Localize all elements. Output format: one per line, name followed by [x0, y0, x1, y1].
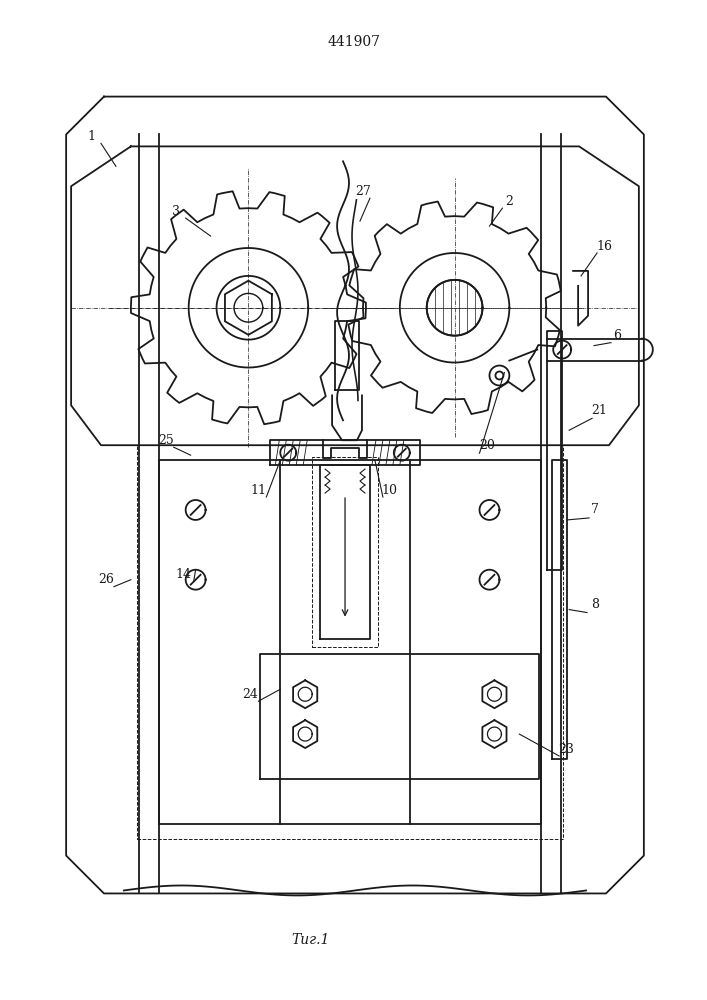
Text: 16: 16 [596, 240, 612, 253]
Text: 3: 3 [172, 205, 180, 218]
Text: 25: 25 [158, 434, 174, 447]
Text: 11: 11 [250, 484, 267, 497]
Text: 21: 21 [591, 404, 607, 417]
Text: 8: 8 [591, 598, 599, 611]
Text: 10: 10 [382, 484, 398, 497]
Text: 441907: 441907 [327, 35, 380, 49]
Text: 1: 1 [87, 130, 95, 143]
Text: 27: 27 [355, 185, 371, 198]
Text: Τиг.1: Τиг.1 [291, 933, 329, 947]
Text: 6: 6 [613, 329, 621, 342]
Text: 20: 20 [479, 439, 496, 452]
Text: 24: 24 [243, 688, 258, 701]
Text: 2: 2 [506, 195, 513, 208]
Text: 14: 14 [175, 568, 192, 581]
Text: 23: 23 [559, 743, 574, 756]
Text: 26: 26 [98, 573, 114, 586]
Text: 7: 7 [591, 503, 599, 516]
